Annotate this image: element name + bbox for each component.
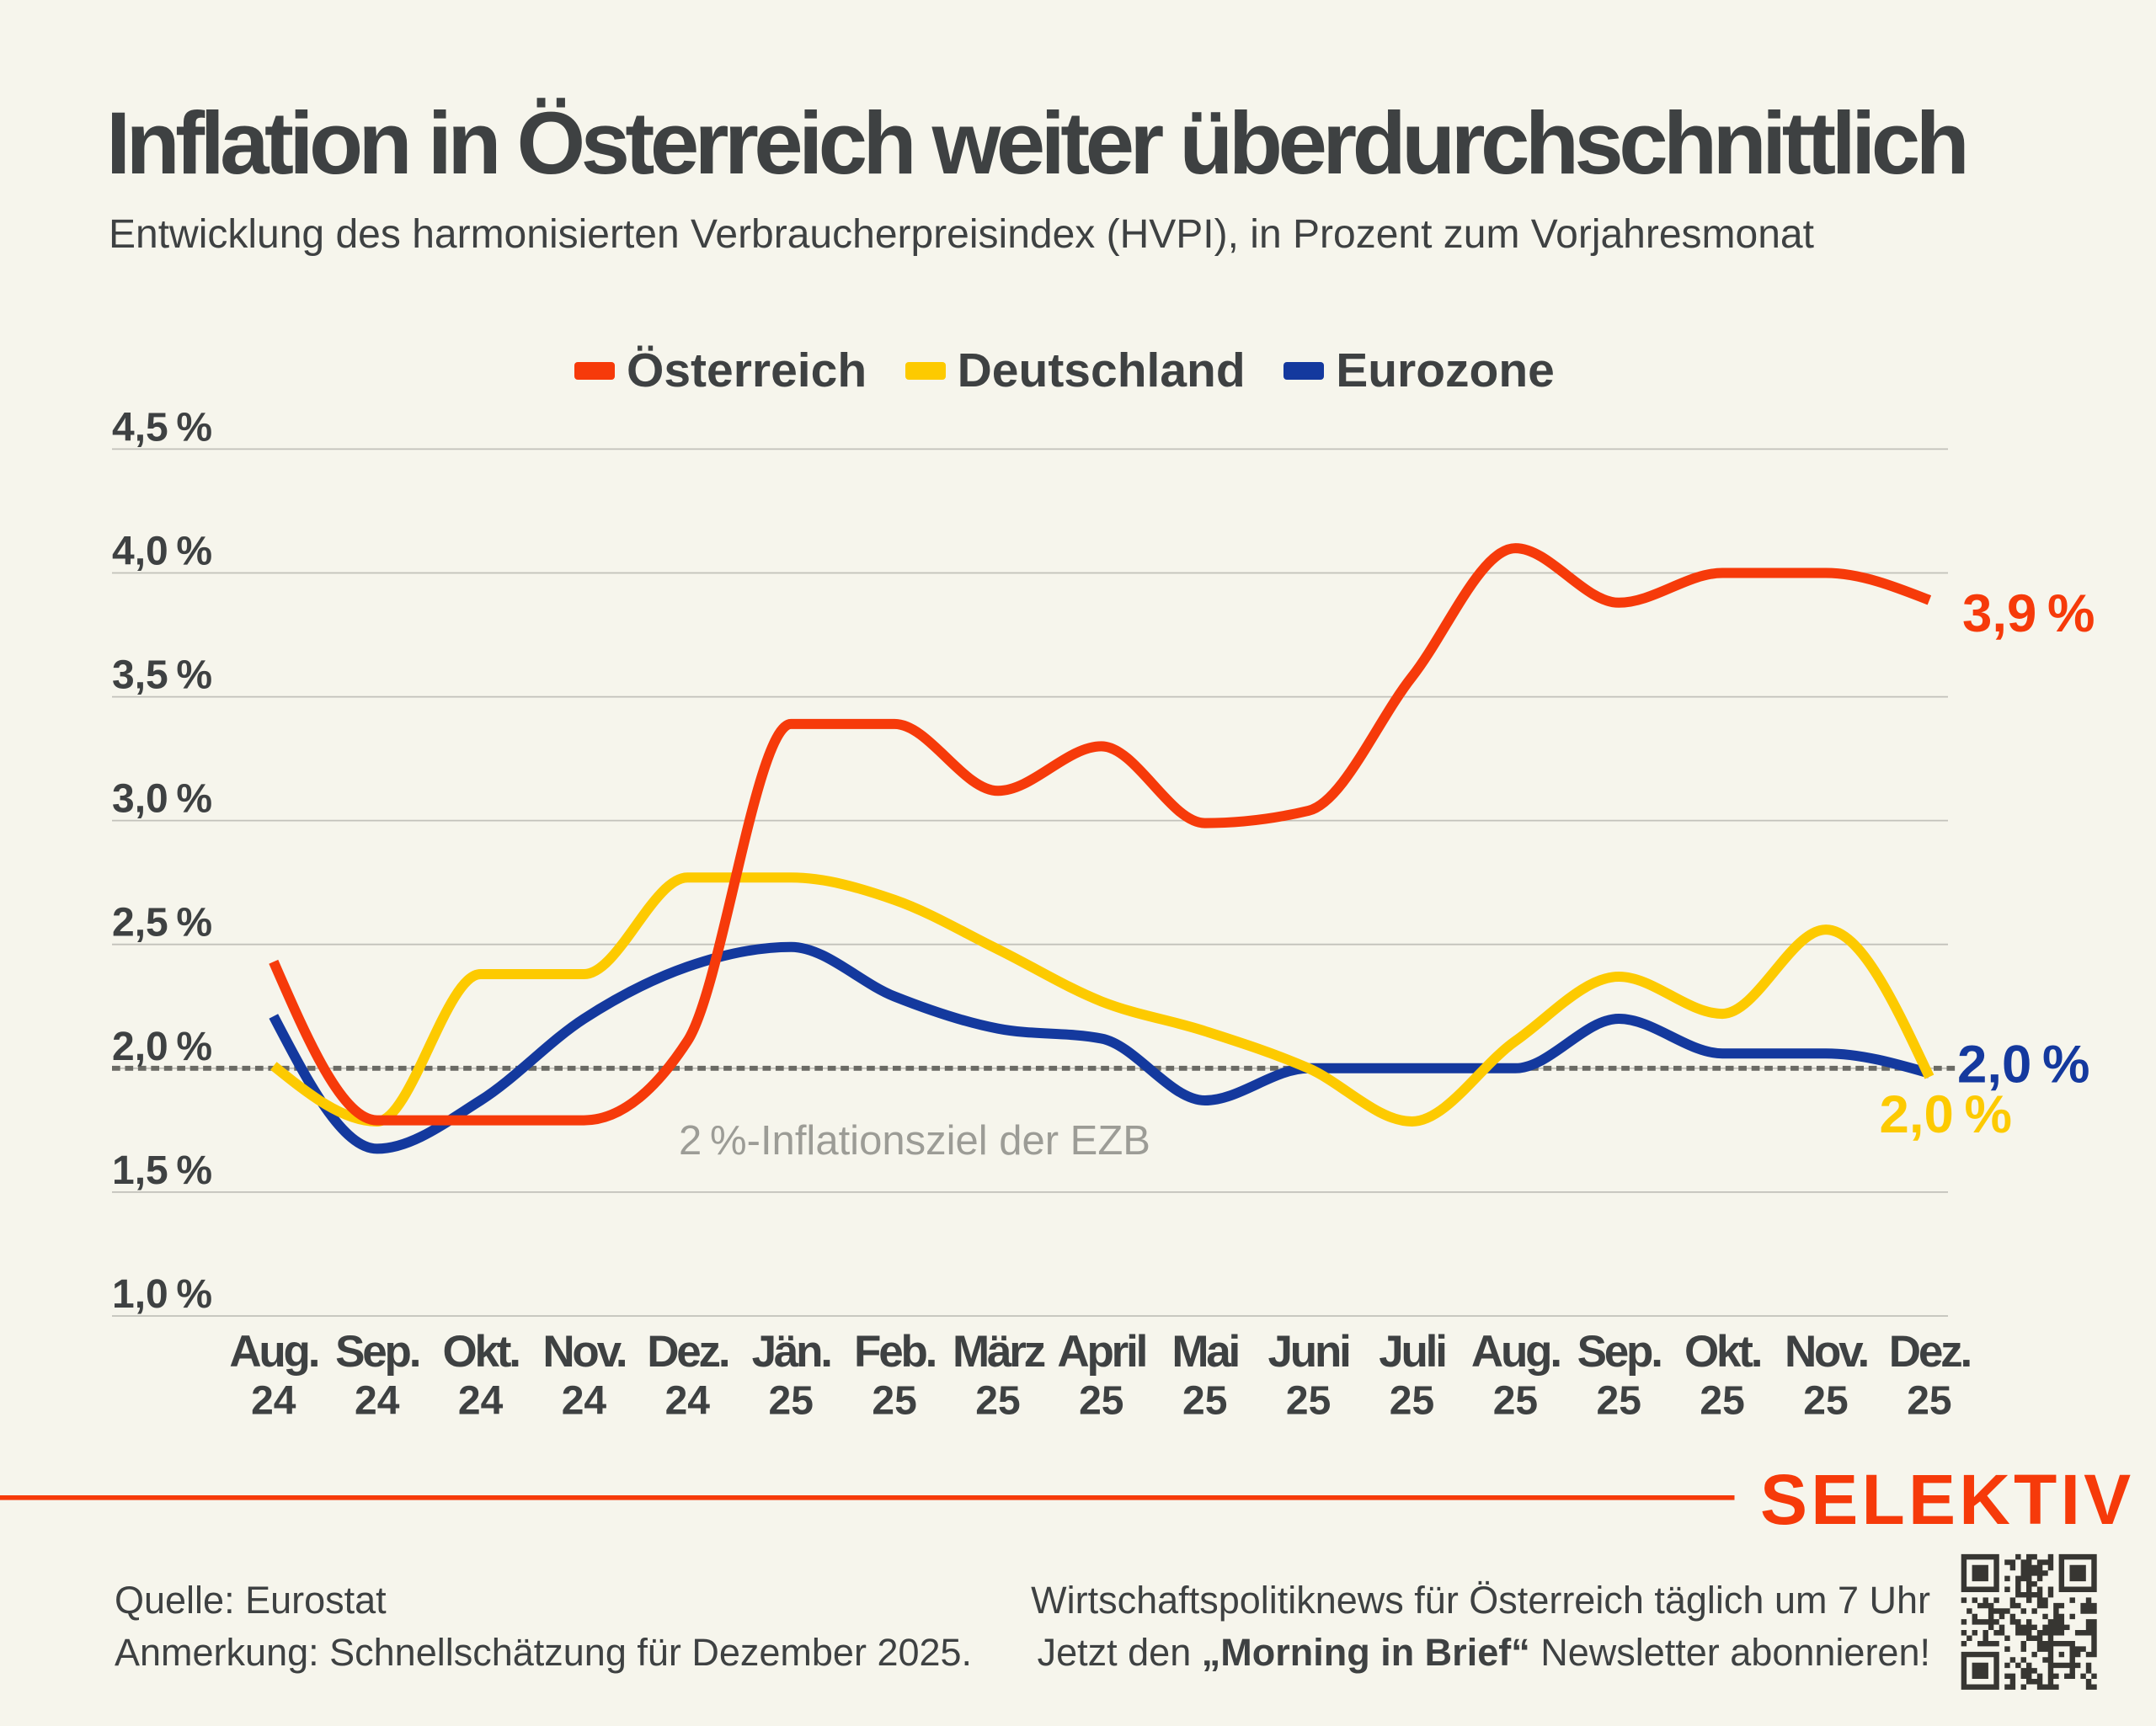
- svg-text:Juli: Juli: [1379, 1327, 1445, 1377]
- svg-text:1,0 %: 1,0 %: [112, 1272, 212, 1317]
- svg-text:25: 25: [1390, 1378, 1434, 1423]
- svg-text:25: 25: [975, 1378, 1020, 1423]
- svg-text:2,0 %: 2,0 %: [1880, 1085, 2012, 1144]
- svg-text:Nov.: Nov.: [1785, 1327, 1868, 1377]
- svg-text:Dez.: Dez.: [647, 1327, 728, 1377]
- svg-text:24: 24: [665, 1378, 711, 1423]
- svg-text:Okt.: Okt.: [1684, 1327, 1761, 1377]
- svg-text:25: 25: [1182, 1378, 1227, 1423]
- svg-text:Mai: Mai: [1171, 1327, 1238, 1377]
- svg-text:4,0 %: 4,0 %: [112, 530, 212, 574]
- svg-text:25: 25: [769, 1378, 814, 1423]
- svg-text:Aug.: Aug.: [1471, 1327, 1560, 1377]
- svg-text:März: März: [953, 1327, 1045, 1377]
- svg-text:25: 25: [1700, 1378, 1744, 1423]
- svg-text:3,0 %: 3,0 %: [112, 777, 212, 822]
- svg-text:25: 25: [1286, 1378, 1331, 1423]
- svg-text:Okt.: Okt.: [442, 1327, 519, 1377]
- svg-text:Nov.: Nov.: [542, 1327, 626, 1377]
- svg-text:2,0 %: 2,0 %: [1957, 1036, 2089, 1095]
- svg-text:Jän.: Jän.: [752, 1327, 831, 1377]
- svg-text:24: 24: [251, 1378, 296, 1423]
- svg-text:1,5 %: 1,5 %: [112, 1148, 212, 1193]
- svg-text:Juni: Juni: [1268, 1327, 1349, 1377]
- svg-text:Sep.: Sep.: [1577, 1327, 1662, 1377]
- svg-text:4,5 %: 4,5 %: [112, 405, 212, 450]
- svg-text:25: 25: [1597, 1378, 1641, 1423]
- svg-text:2,0 %: 2,0 %: [112, 1025, 212, 1069]
- svg-text:3,9 %: 3,9 %: [1962, 584, 2095, 643]
- svg-text:2,5 %: 2,5 %: [112, 901, 212, 946]
- svg-text:24: 24: [355, 1378, 400, 1423]
- svg-text:25: 25: [872, 1378, 916, 1423]
- svg-text:2 %-Inflationsziel der EZB: 2 %-Inflationsziel der EZB: [679, 1118, 1150, 1164]
- svg-text:April: April: [1057, 1327, 1145, 1377]
- svg-text:25: 25: [1907, 1378, 1951, 1423]
- svg-text:Feb.: Feb.: [854, 1327, 936, 1377]
- svg-text:3,5 %: 3,5 %: [112, 653, 212, 698]
- svg-text:Sep.: Sep.: [335, 1327, 419, 1377]
- svg-text:25: 25: [1803, 1378, 1848, 1423]
- svg-text:24: 24: [562, 1378, 607, 1423]
- svg-text:24: 24: [458, 1378, 504, 1423]
- svg-text:25: 25: [1493, 1378, 1538, 1423]
- svg-text:Dez.: Dez.: [1889, 1327, 1971, 1377]
- svg-text:25: 25: [1079, 1378, 1123, 1423]
- svg-text:Aug.: Aug.: [229, 1327, 318, 1377]
